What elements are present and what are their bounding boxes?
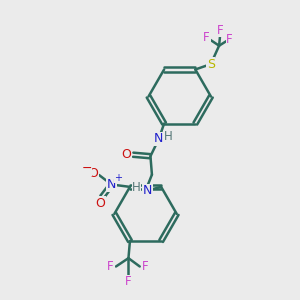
Text: F: F [142, 260, 148, 273]
Text: O: O [122, 148, 132, 161]
Text: N: N [143, 184, 152, 197]
Text: F: F [217, 24, 224, 37]
Text: −: − [81, 162, 92, 175]
Text: F: F [125, 275, 132, 288]
Text: O: O [96, 197, 106, 210]
Text: F: F [107, 260, 114, 273]
Text: +: + [114, 173, 122, 183]
Text: F: F [203, 31, 210, 44]
Text: N: N [107, 178, 116, 191]
Text: F: F [226, 33, 233, 46]
Text: H: H [132, 181, 141, 194]
Text: H: H [164, 130, 173, 143]
Text: S: S [207, 58, 215, 70]
Text: O: O [89, 167, 99, 180]
Text: N: N [154, 133, 164, 146]
